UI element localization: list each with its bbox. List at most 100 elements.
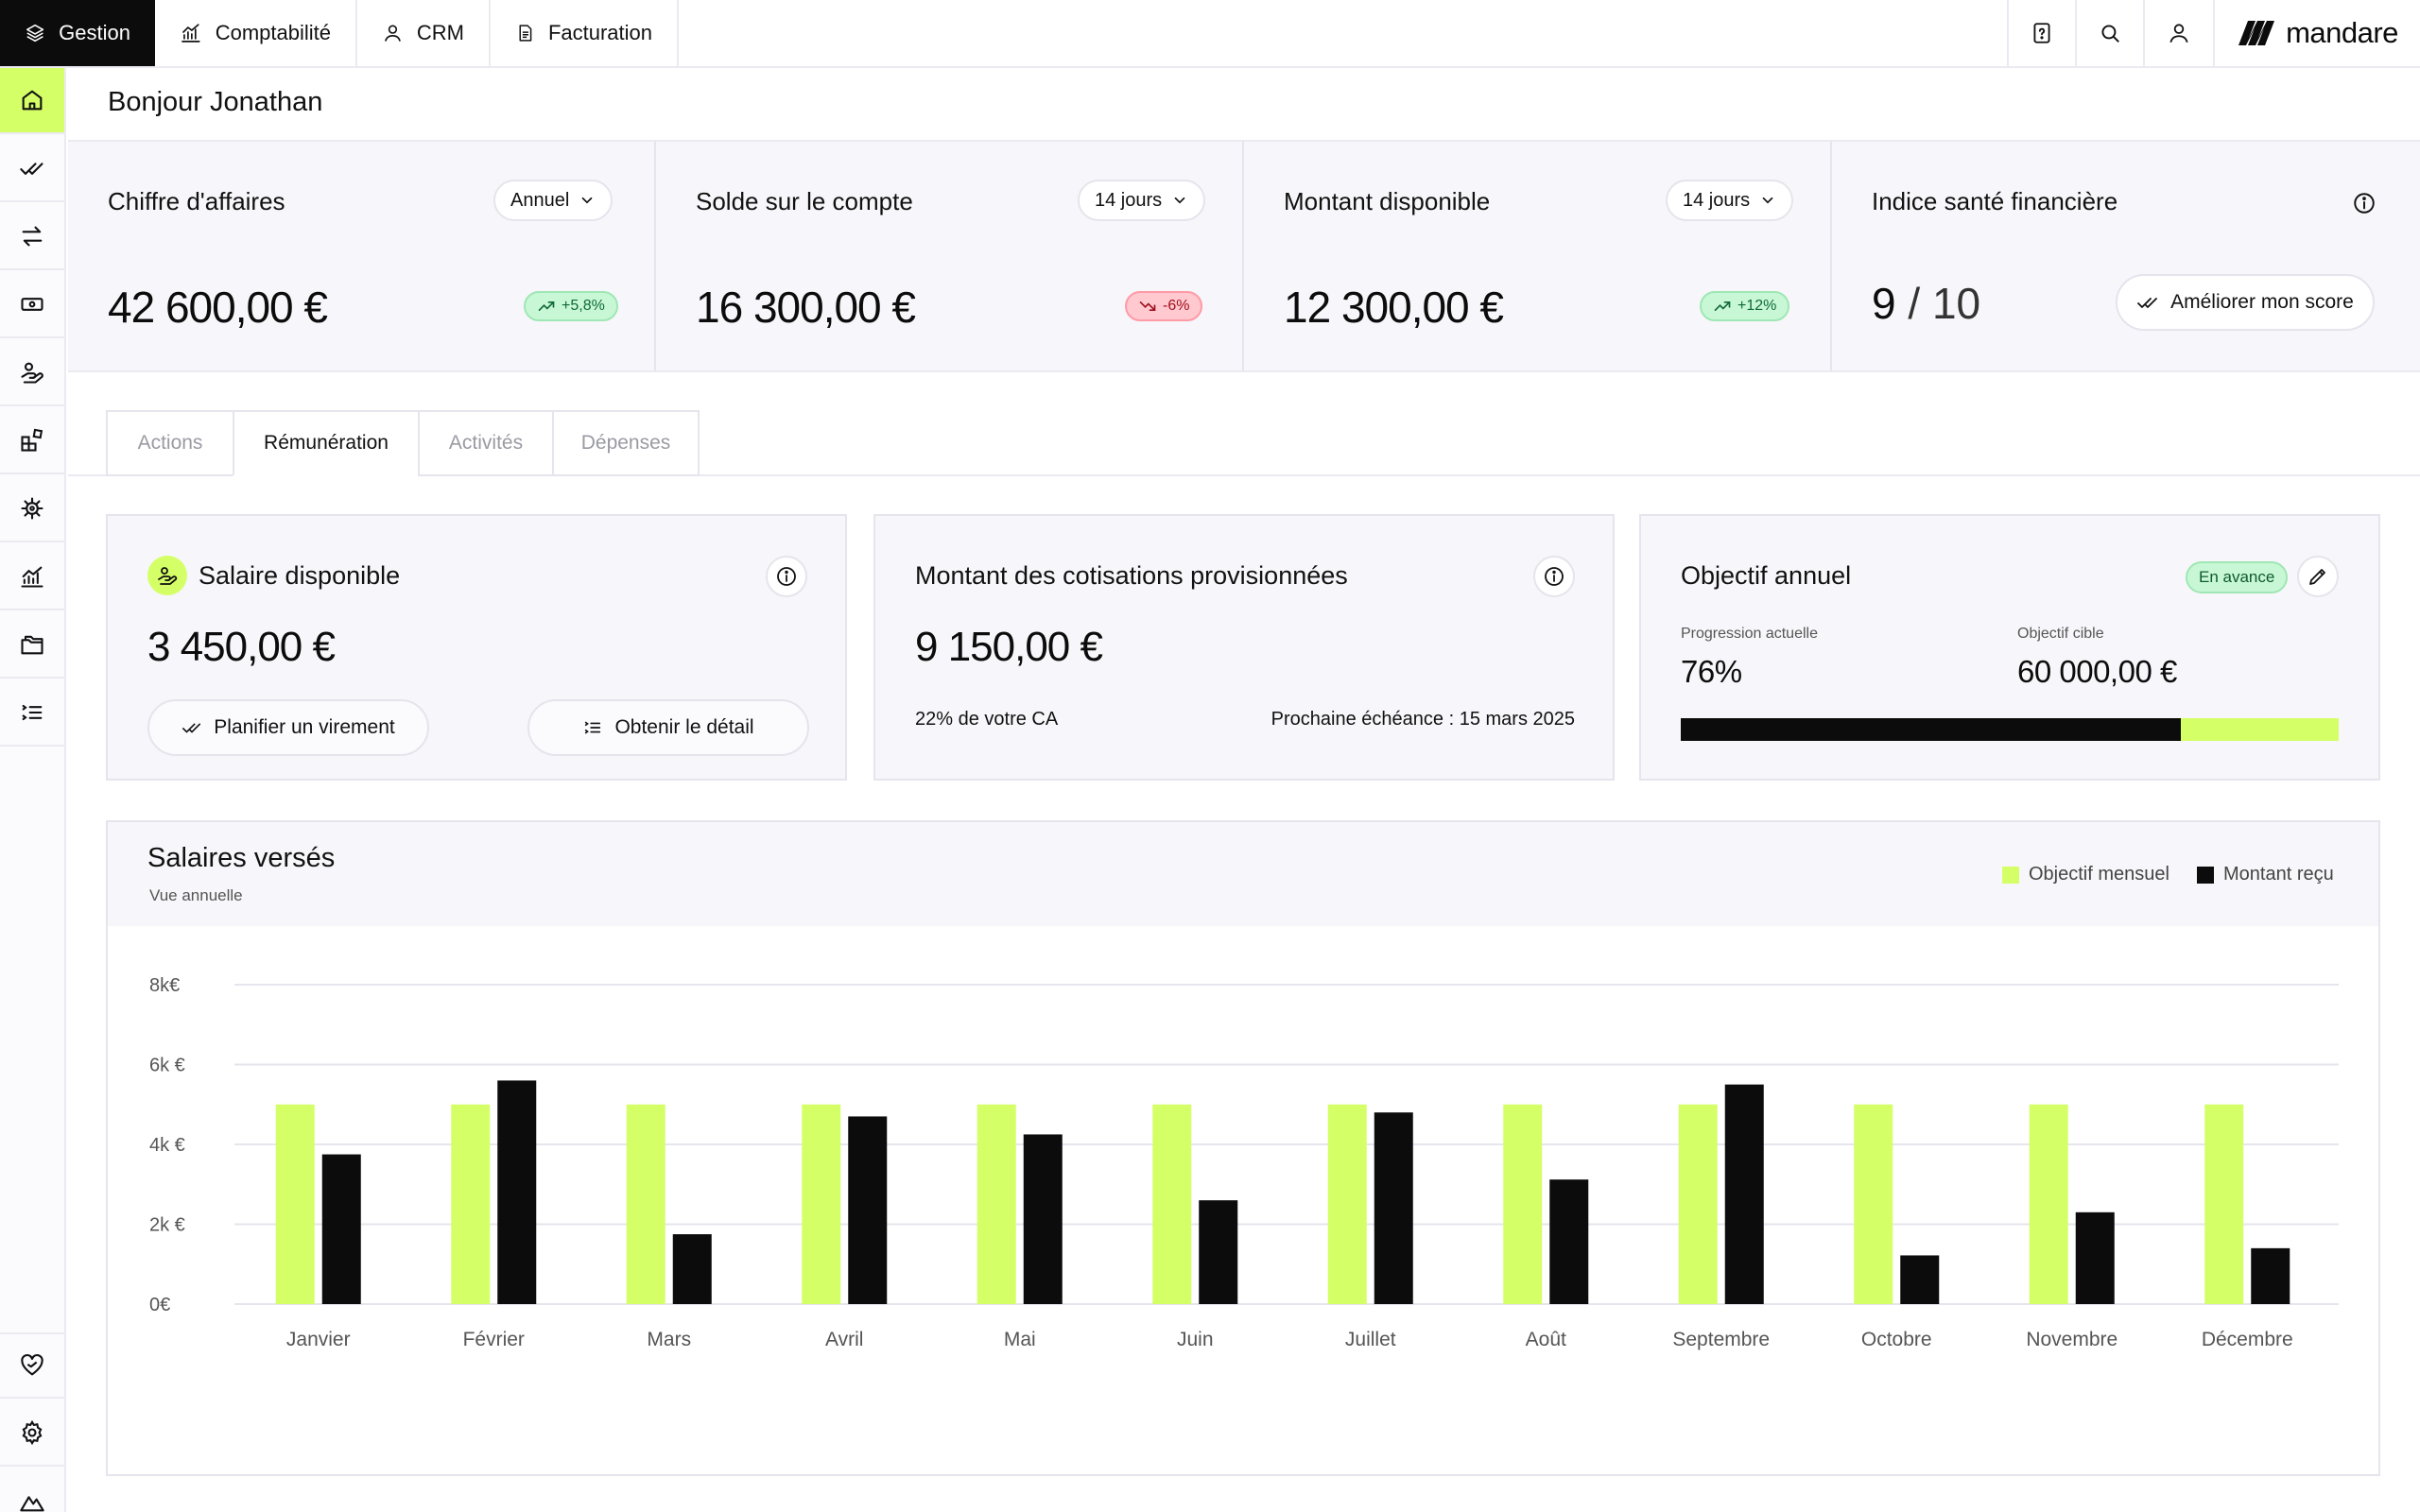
widgets-icon <box>21 428 43 452</box>
button-label: Obtenir le détail <box>614 716 754 738</box>
bar-received[interactable] <box>497 1080 537 1304</box>
legend-item-received: Montant reçu <box>2197 864 2334 885</box>
sidebar-item-analytics[interactable] <box>0 544 64 610</box>
tab-label: CRM <box>416 21 464 44</box>
schedule-transfer-button[interactable]: Planifier un virement <box>147 699 429 756</box>
tab-comptabilite[interactable]: Comptabilité <box>155 0 357 66</box>
bar-received[interactable] <box>2075 1211 2115 1304</box>
x-tick-label: Novembre <box>2026 1329 2118 1350</box>
kpi-financial-health: Indice santé financière 9 / 10 Améliorer… <box>1832 142 2420 370</box>
bar-received[interactable] <box>672 1234 712 1304</box>
tab-crm[interactable]: CRM <box>357 0 491 66</box>
trend-badge: +5,8% <box>524 291 618 321</box>
sidebar-item-documents[interactable] <box>0 612 64 679</box>
sidebar-item-lists[interactable] <box>0 680 64 747</box>
bar-received[interactable] <box>1900 1255 1940 1304</box>
tab-actions[interactable]: Actions <box>106 410 233 476</box>
info-button[interactable] <box>766 556 807 597</box>
trend-down-icon <box>1139 301 1156 311</box>
bar-objective[interactable] <box>802 1104 841 1304</box>
period-select[interactable]: 14 jours <box>1666 180 1794 221</box>
tab-depenses[interactable]: Dépenses <box>552 410 700 476</box>
contributions-card: Montant des cotisations provisionnées 9 … <box>873 514 1615 781</box>
bar-received[interactable] <box>1374 1112 1413 1304</box>
chevron-down-icon <box>1762 197 1773 204</box>
trend-badge: +12% <box>1700 291 1790 321</box>
next-deadline: Prochaine échéance : 15 mars 2025 <box>1270 709 1575 730</box>
card-title: Salaire disponible <box>199 561 401 590</box>
sidebar-item-salary[interactable] <box>0 340 64 406</box>
tab-activites[interactable]: Activités <box>418 410 552 476</box>
bar-objective[interactable] <box>275 1104 315 1304</box>
bar-received[interactable] <box>321 1154 361 1304</box>
sidebar-item-settings[interactable] <box>0 1400 64 1467</box>
bar-objective[interactable] <box>1327 1104 1367 1304</box>
info-icon[interactable] <box>2352 191 2377 215</box>
revenue-share: 22% de votre CA <box>915 709 1059 730</box>
improve-score-button[interactable]: Améliorer mon score <box>2116 274 2375 331</box>
sidebar-item-transfers[interactable] <box>0 204 64 270</box>
sidebar-item-payments[interactable] <box>0 272 64 338</box>
bar-objective[interactable] <box>2029 1104 2068 1304</box>
kpi-title: Chiffre d'affaires <box>108 187 285 215</box>
bar-objective[interactable] <box>1854 1104 1893 1304</box>
kpi-title: Indice santé financière <box>1872 187 2118 215</box>
tab-remuneration[interactable]: Rémunération <box>233 410 418 476</box>
tab-gestion[interactable]: Gestion <box>0 0 155 66</box>
x-tick-label: Février <box>463 1329 525 1350</box>
sidebar-item-explore[interactable] <box>0 1469 64 1512</box>
sidebar-item-home[interactable] <box>0 68 64 134</box>
x-tick-label: Avril <box>825 1329 863 1350</box>
kpi-value: 16 300,00 € <box>696 283 916 332</box>
transfer-icon <box>22 226 43 247</box>
y-tick-label: 2k € <box>149 1215 185 1236</box>
bar-objective[interactable] <box>1503 1104 1543 1304</box>
account-button[interactable] <box>2143 0 2213 66</box>
document-icon <box>519 25 532 42</box>
bar-objective[interactable] <box>977 1104 1016 1304</box>
bar-received[interactable] <box>848 1116 888 1304</box>
info-button[interactable] <box>1533 556 1575 597</box>
page-title: Bonjour Jonathan <box>108 87 323 117</box>
bar-objective[interactable] <box>626 1104 666 1304</box>
salary-card: Salaire disponible 3 450,00 € Planifier … <box>106 514 847 781</box>
period-select[interactable]: 14 jours <box>1078 180 1206 221</box>
card-value: 9 150,00 € <box>915 624 1103 670</box>
edit-button[interactable] <box>2297 556 2339 597</box>
bar-received[interactable] <box>1724 1084 1764 1304</box>
progress-fill <box>1681 718 2181 741</box>
pencil-icon <box>2309 569 2325 585</box>
bar-received[interactable] <box>1199 1200 1238 1304</box>
tabs-divider <box>68 474 2420 476</box>
sidebar-item-support[interactable] <box>0 1332 64 1399</box>
badge-value: +5,8% <box>562 298 605 314</box>
brand-name: mandare <box>2286 16 2398 49</box>
chevron-down-icon <box>581 197 593 204</box>
brand-logo[interactable]: mandare <box>2213 0 2420 66</box>
help-file-icon <box>2033 23 2050 43</box>
get-detail-button[interactable]: Obtenir le détail <box>527 699 809 756</box>
status-badge: En avance <box>2186 561 2289 593</box>
bar-received[interactable] <box>1549 1179 1589 1304</box>
sidebar-item-modules[interactable] <box>0 408 64 474</box>
x-tick-label: Août <box>1526 1329 1566 1350</box>
help-file-button[interactable] <box>2007 0 2075 66</box>
tab-facturation[interactable]: Facturation <box>491 0 679 66</box>
bar-objective[interactable] <box>1678 1104 1718 1304</box>
bar-objective[interactable] <box>2204 1104 2244 1304</box>
info-icon <box>1545 567 1564 586</box>
sidebar-item-tasks[interactable] <box>0 136 64 202</box>
card-title: Objectif annuel <box>1681 561 1852 590</box>
x-tick-label: Décembre <box>2202 1329 2293 1350</box>
bar-objective[interactable] <box>451 1104 491 1304</box>
chevron-down-icon <box>1174 197 1185 204</box>
period-select[interactable]: Annuel <box>493 180 614 221</box>
bar-objective[interactable] <box>1152 1104 1192 1304</box>
trend-up-icon <box>1714 301 1731 311</box>
progress-value: 76% <box>1681 654 1742 689</box>
search-button[interactable] <box>2075 0 2143 66</box>
card-title: Montant des cotisations provisionnées <box>915 561 1348 590</box>
bar-received[interactable] <box>2251 1247 2290 1304</box>
bar-received[interactable] <box>1023 1134 1063 1304</box>
sidebar-item-settings-wheel[interactable] <box>0 476 64 542</box>
